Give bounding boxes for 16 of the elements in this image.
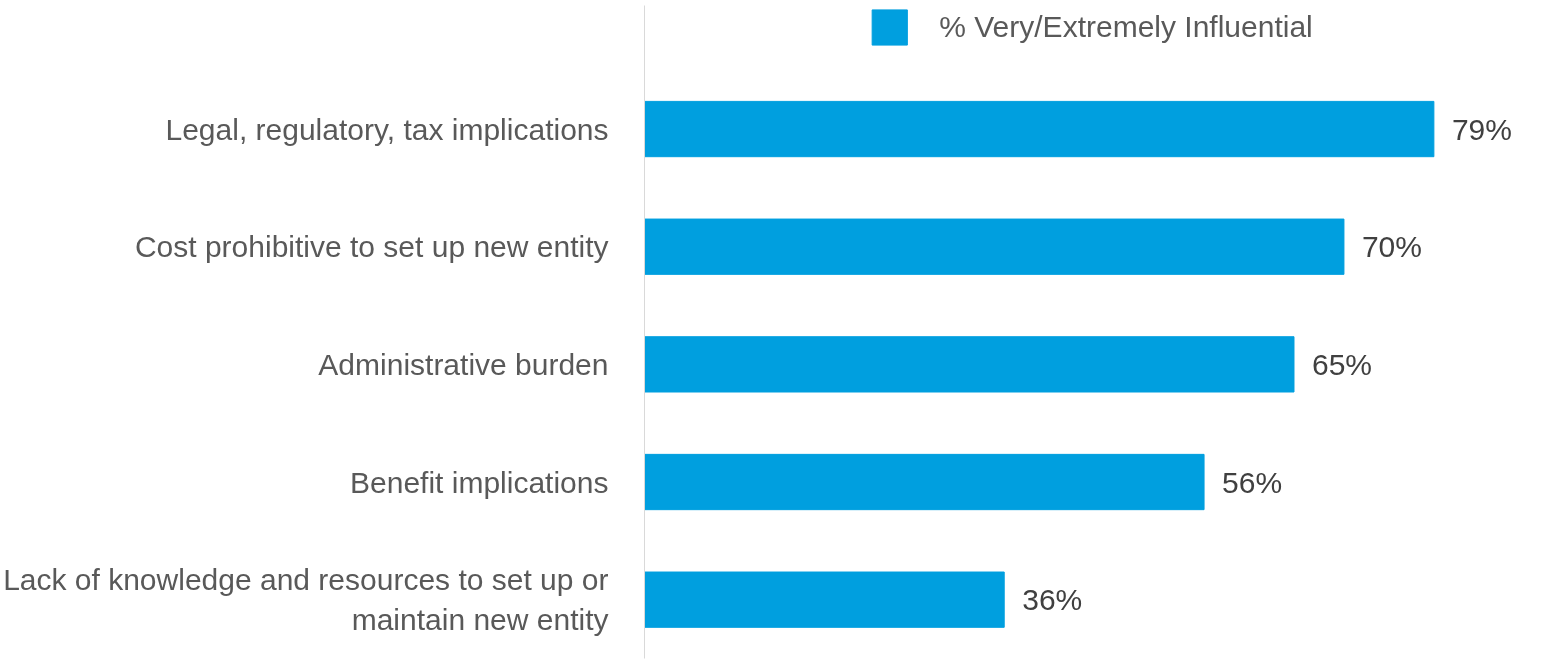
bar bbox=[644, 336, 1295, 393]
data-label: 79% bbox=[1451, 112, 1512, 146]
bar bbox=[644, 453, 1205, 511]
y-tick-label: Cost prohibitive to set up new entity bbox=[134, 230, 609, 264]
y-tick-label: Administrative burden bbox=[318, 347, 609, 381]
y-tick-label: Benefit implications bbox=[350, 465, 609, 499]
data-label: 65% bbox=[1311, 347, 1373, 381]
data-label: 56% bbox=[1222, 465, 1283, 499]
legend-label: % Very/Extremely Influential bbox=[939, 10, 1313, 44]
data-label: 70% bbox=[1361, 230, 1422, 264]
bar bbox=[644, 218, 1345, 275]
bar bbox=[644, 571, 1005, 628]
bar bbox=[644, 100, 1435, 158]
y-tick-label: Legal, regulatory, tax implications bbox=[165, 112, 609, 146]
y-tick-label: Lack of knowledge and resources to set up or maintain new entity bbox=[3, 563, 609, 636]
data-label: 36% bbox=[1022, 583, 1083, 617]
